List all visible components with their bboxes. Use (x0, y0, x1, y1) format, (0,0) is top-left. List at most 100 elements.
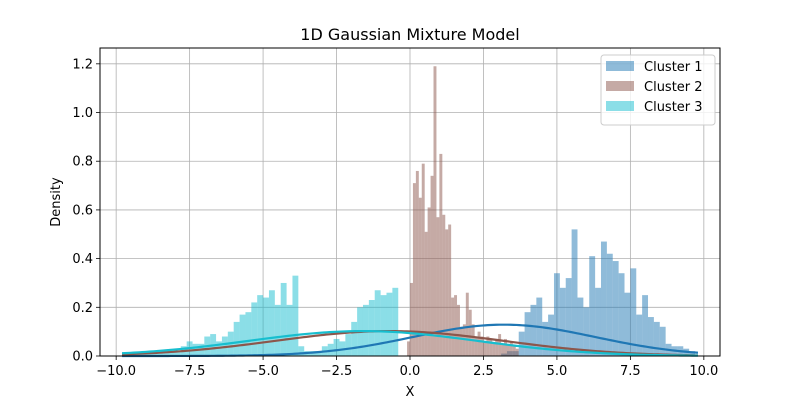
histogram-bar (233, 321, 240, 356)
histogram-bar (157, 353, 164, 356)
y-tick-label: 0.0 (72, 350, 93, 365)
histogram-bar (530, 304, 537, 356)
x-tick-label: 7.5 (620, 364, 641, 379)
histogram-bar (515, 348, 519, 356)
histogram-bar (415, 170, 419, 356)
histogram-bar (477, 331, 481, 356)
histogram-bar (454, 295, 458, 356)
histogram-bar (436, 217, 440, 356)
histogram-bar (251, 302, 258, 356)
x-tick-label: 5.0 (547, 364, 568, 379)
legend: Cluster 1 Cluster 2 Cluster 3 (600, 54, 716, 126)
histogram-bar (298, 346, 305, 356)
histogram-bar (474, 336, 478, 356)
histogram-bar (480, 336, 484, 356)
y-axis-label: Density (49, 177, 64, 227)
histogram-bar (486, 336, 490, 356)
histogram-bar (392, 287, 399, 356)
histogram-bar (612, 261, 619, 356)
histogram-bar (653, 321, 660, 356)
x-tick-label: −5.0 (247, 364, 279, 379)
histogram-bar (421, 163, 425, 356)
histogram-bar (642, 295, 649, 356)
histogram-bar (583, 307, 590, 356)
histogram-bar (368, 300, 375, 356)
y-tick-label: 0.8 (72, 155, 93, 170)
histogram-bar (624, 292, 631, 356)
histogram-bar (351, 321, 358, 356)
histogram-bar (509, 341, 513, 356)
histogram-bar (495, 338, 499, 356)
histogram-bar (548, 314, 554, 356)
histogram-bar (407, 341, 410, 356)
histogram-bar (512, 346, 516, 356)
histogram-bar (445, 229, 449, 356)
histogram-bar (636, 314, 643, 356)
histogram-bar (565, 278, 572, 356)
histogram-bar (442, 214, 446, 356)
histogram-bar (418, 197, 422, 356)
legend-swatch (606, 101, 634, 111)
histogram-bar (630, 268, 637, 356)
x-tick-label: 0.0 (400, 364, 421, 379)
histogram-bar (504, 338, 507, 356)
histogram-bar (280, 282, 287, 356)
histogram-bar (333, 338, 340, 356)
histogram-bar (595, 287, 601, 356)
histogram-bar (268, 290, 275, 356)
histogram-bar (145, 353, 152, 356)
legend-label: Cluster 1 (644, 60, 703, 75)
histogram-bar (577, 297, 584, 356)
y-tick-label: 1.2 (72, 57, 93, 72)
histogram-bar (424, 231, 428, 356)
histogram-bar (451, 297, 455, 356)
histogram-bar (483, 341, 487, 356)
x-tick-label: −2.5 (321, 364, 353, 379)
histogram-bar (163, 351, 170, 356)
histogram-bar (345, 334, 352, 356)
legend-label: Cluster 2 (644, 80, 703, 95)
histogram-bar (412, 183, 416, 356)
x-tick-label: 2.5 (473, 364, 494, 379)
histogram-bar (468, 309, 472, 356)
histogram-bar (492, 343, 496, 356)
histogram-bar (274, 304, 281, 356)
histogram-bar (559, 287, 566, 356)
y-tick-label: 0.6 (72, 203, 93, 218)
histogram-bar (448, 224, 452, 356)
histogram-bar (286, 304, 293, 356)
histogram-bar (292, 275, 299, 356)
histogram-bar (427, 207, 431, 356)
histogram-bar (600, 241, 607, 356)
histogram-bar (465, 292, 469, 356)
histogram-bar (374, 290, 381, 356)
histogram-bar (433, 66, 437, 357)
histogram-bar (571, 229, 578, 356)
histogram-bar (386, 292, 393, 356)
x-tick-label: −10.0 (96, 364, 136, 379)
histogram-bar (169, 351, 175, 356)
histogram-bar (689, 351, 696, 356)
histogram-bar (263, 297, 269, 356)
gaussian-curve (122, 329, 698, 357)
histogram-bar (239, 314, 246, 356)
histogram-bar (151, 353, 158, 356)
histogram-bar (589, 256, 596, 356)
histogram-bar (553, 273, 560, 356)
histogram-bar (542, 321, 549, 356)
histogram-bar (174, 351, 181, 356)
histogram-bar (648, 317, 654, 356)
histogram-bar (606, 253, 613, 356)
histogram-bar (489, 338, 493, 356)
legend-swatch (606, 61, 634, 71)
x-tick-label: 10.0 (689, 364, 718, 379)
histogram-bar (139, 353, 146, 356)
histogram-bar (439, 153, 443, 356)
histogram-bar (506, 343, 510, 356)
legend-swatch (606, 81, 634, 91)
y-tick-label: 1.0 (72, 106, 93, 121)
gaussian-curve (121, 329, 698, 357)
histogram-bar (524, 312, 531, 356)
histogram-bars (122, 66, 696, 357)
